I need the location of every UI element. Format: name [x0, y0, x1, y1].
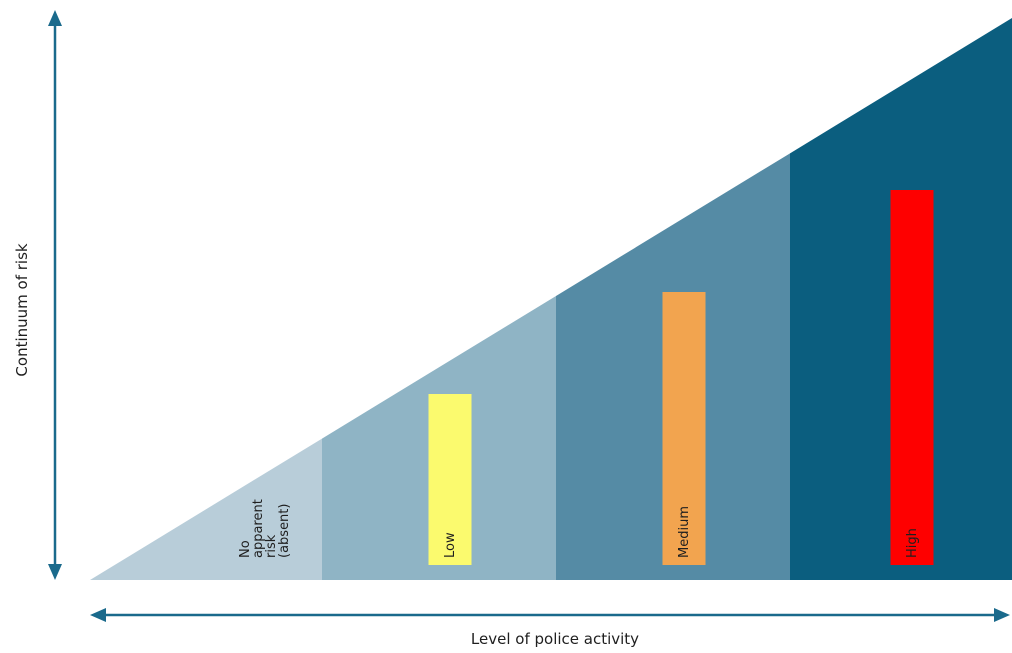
zone-none [90, 438, 322, 580]
label-low-line-0: Low [443, 532, 458, 558]
risk-zones [90, 18, 1012, 580]
level-markers [428, 190, 934, 565]
y-axis-title: Continuum of risk [13, 243, 31, 376]
x-axis-arrow [90, 608, 1010, 622]
label-medium-line-0: Medium [677, 506, 692, 558]
marker-high [890, 190, 934, 565]
marker-low [428, 394, 472, 565]
y-axis-arrow [48, 10, 62, 580]
label-none-line-0: No [238, 540, 253, 558]
label-high-line-0: High [905, 528, 920, 558]
label-none-line-1: apparent [251, 499, 266, 558]
marker-medium [662, 292, 706, 565]
x-axis-title: Level of police activity [471, 630, 639, 648]
label-none-line-2: risk [264, 534, 279, 558]
label-none-line-3: (absent) [277, 504, 292, 558]
